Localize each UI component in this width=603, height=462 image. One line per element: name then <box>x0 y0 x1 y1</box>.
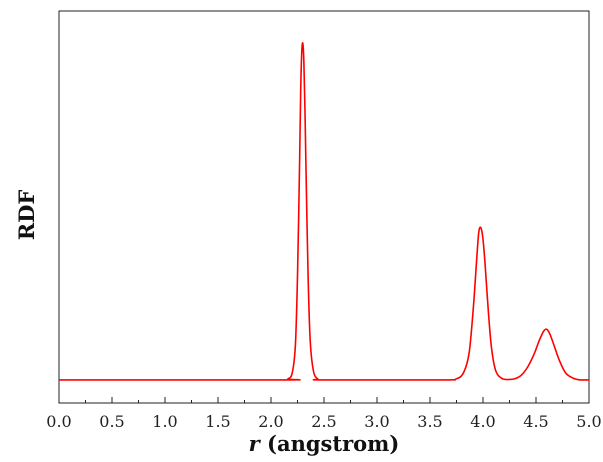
x-tick-label: 4.0 <box>470 412 495 431</box>
x-tick-label: 4.5 <box>523 412 548 431</box>
x-tick-label: 1.5 <box>205 412 230 431</box>
x-axis-title: r (angstrom) <box>249 431 400 456</box>
x-tick-label: 5.0 <box>576 412 601 431</box>
x-tick-label: 3.5 <box>417 412 442 431</box>
x-tick-label: 1.0 <box>152 412 177 431</box>
x-tick-label: 3.0 <box>364 412 389 431</box>
x-tick-label: 2.0 <box>258 412 283 431</box>
x-tick-label: 0.0 <box>46 412 71 431</box>
rdf-series-line <box>59 42 589 381</box>
x-tick-label: 2.5 <box>311 412 336 431</box>
x-ticks <box>58 397 590 403</box>
x-tick-label: 0.5 <box>99 412 124 431</box>
plot-frame <box>58 10 590 404</box>
y-axis-title: RDF <box>14 190 39 241</box>
x-axis-unit: (angstrom) <box>260 431 400 456</box>
x-tick-labels: 0.0 0.5 1.0 1.5 2.0 2.5 3.0 3.5 4.0 4.5 5.0 <box>46 412 601 431</box>
x-axis-variable: r <box>249 431 262 456</box>
